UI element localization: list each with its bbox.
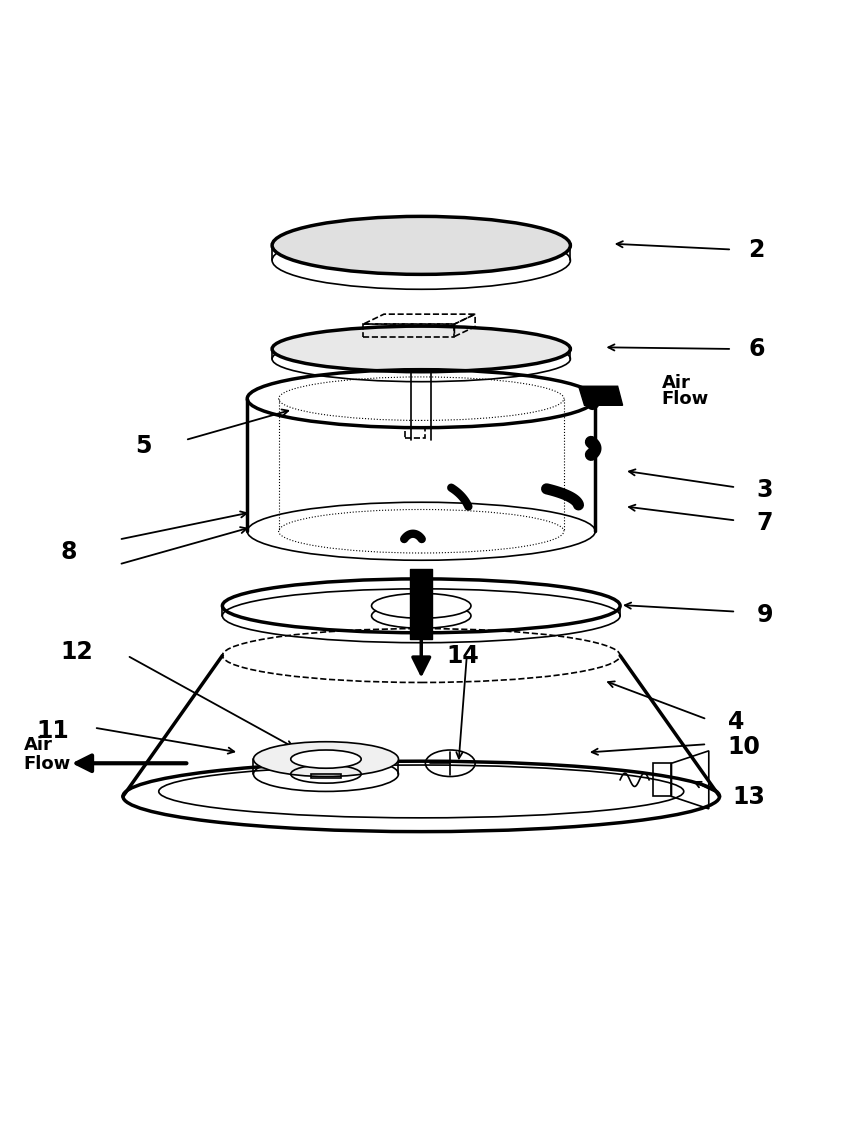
- Text: Air: Air: [661, 373, 690, 391]
- Polygon shape: [578, 387, 622, 406]
- Text: Flow: Flow: [24, 754, 71, 772]
- Text: Air: Air: [24, 735, 52, 753]
- Text: 4: 4: [727, 710, 743, 734]
- Ellipse shape: [290, 750, 361, 768]
- Ellipse shape: [253, 742, 398, 777]
- Text: 13: 13: [732, 785, 765, 808]
- Text: 3: 3: [756, 478, 773, 502]
- Text: 14: 14: [446, 643, 478, 668]
- Ellipse shape: [272, 326, 570, 372]
- Text: 9: 9: [756, 602, 773, 627]
- Text: 5: 5: [136, 434, 152, 458]
- Text: 12: 12: [61, 640, 93, 664]
- Text: 2: 2: [748, 238, 765, 262]
- Ellipse shape: [371, 594, 471, 619]
- Text: Flow: Flow: [661, 390, 708, 408]
- Text: 6: 6: [748, 337, 765, 361]
- Text: 7: 7: [756, 511, 773, 535]
- Text: 8: 8: [61, 540, 77, 564]
- Text: 10: 10: [727, 735, 760, 759]
- Text: 11: 11: [36, 719, 69, 742]
- Ellipse shape: [272, 216, 570, 275]
